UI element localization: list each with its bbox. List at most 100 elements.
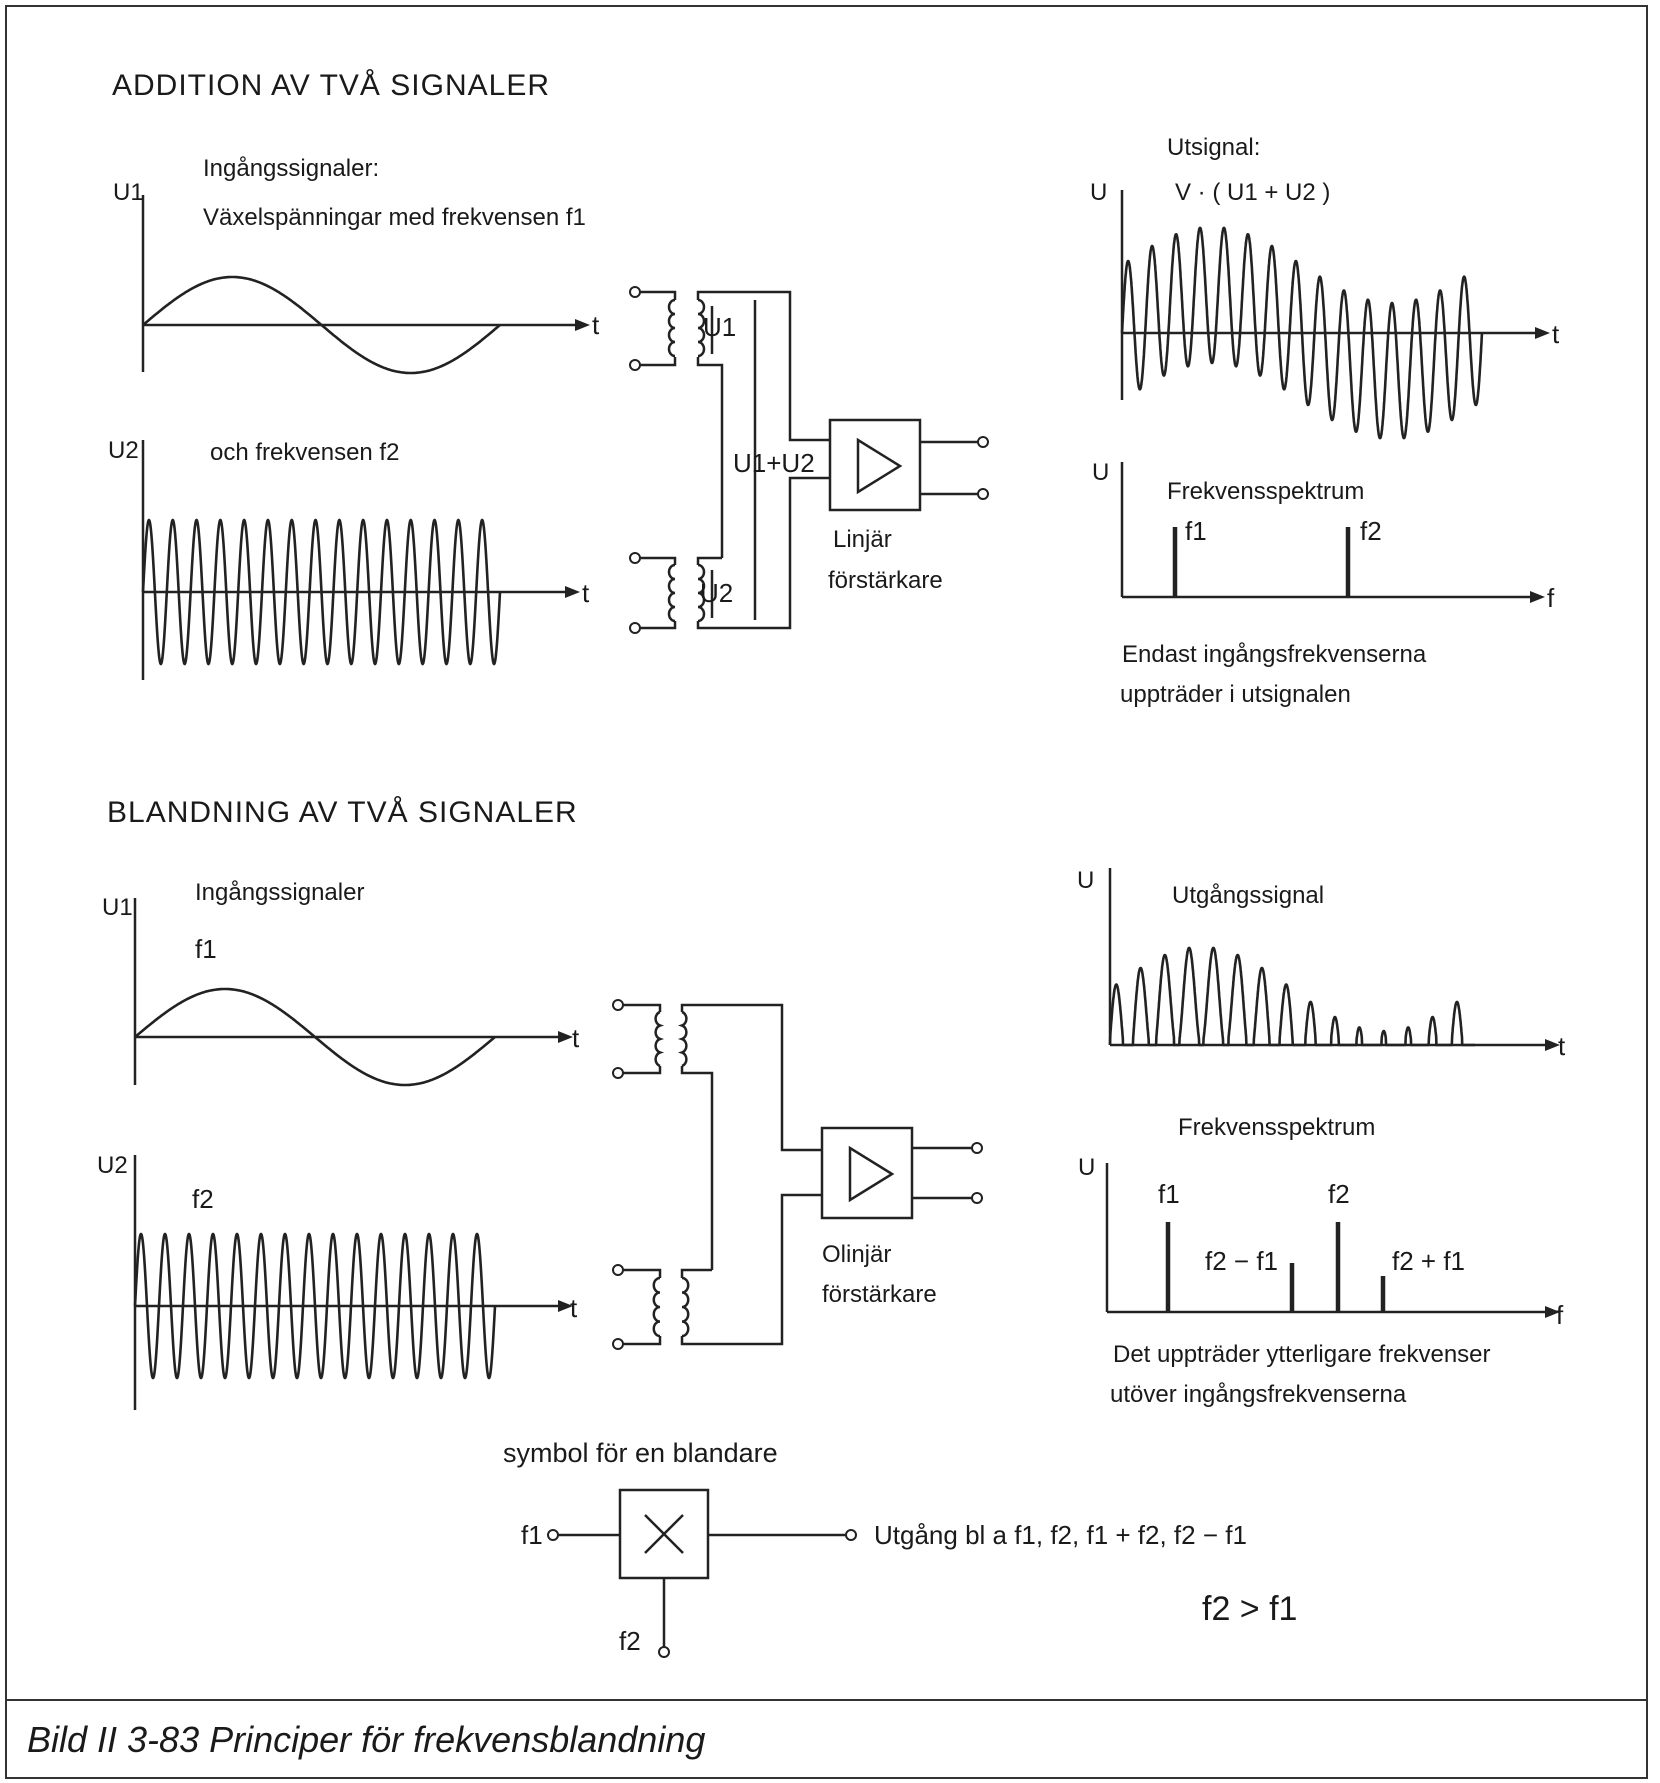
- output-terminal: [971, 1192, 983, 1204]
- output-heading: Utgångssignal: [1172, 882, 1324, 909]
- amplifier-label: Linjär: [833, 526, 892, 553]
- mixer-input2-label: f2: [619, 1626, 641, 1656]
- wire: [696, 357, 724, 558]
- u1-axis-label: U1: [113, 179, 144, 206]
- f2-label: f2: [192, 1184, 214, 1214]
- fast-wave-f2: [133, 1232, 497, 1380]
- output-sum-wave: [1120, 226, 1484, 440]
- note-line: utöver ingångsfrekvenserna: [1110, 1381, 1407, 1408]
- input-terminal: [612, 1264, 624, 1276]
- spectrum-label-f2-plus-f1: f2 + f1: [1392, 1246, 1465, 1276]
- wire: [623, 1066, 662, 1075]
- mixing-input1-graph: U1 Ingångssignaler f1 t: [102, 879, 580, 1087]
- mixer-input1-label: f1: [521, 1520, 543, 1550]
- sum-label: U1+U2: [733, 448, 815, 478]
- input2-description: och frekvensen f2: [210, 439, 399, 466]
- mixer-cross-icon: [644, 1514, 684, 1554]
- time-arrow-icon: [575, 319, 590, 331]
- time-arrow-icon: [565, 586, 580, 598]
- fast-wave-f2: [141, 518, 502, 666]
- wire: [680, 1003, 822, 1152]
- figure-frame: [5, 5, 1648, 1779]
- wire: [696, 476, 830, 630]
- freq-arrow-icon: [1545, 1306, 1560, 1318]
- u-axis-label: U: [1090, 179, 1107, 206]
- addition-output-graph: U Utsignal: V · ( U1 + U2 ) t: [1090, 134, 1560, 440]
- wire: [623, 1003, 662, 1012]
- transformer1-label: U1: [703, 312, 736, 342]
- output-rectified-wave: [1108, 946, 1476, 1047]
- spectrum-heading: Frekvensspektrum: [1167, 478, 1364, 505]
- nonlinear-amplifier-box: [820, 1126, 914, 1220]
- amplifier-label: förstärkare: [828, 567, 943, 594]
- transformer-primary-coil: [654, 1010, 665, 1068]
- wire: [640, 621, 677, 630]
- mixer-output-label: Utgång bl a f1, f2, f1 + f2, f2 − f1: [874, 1520, 1247, 1550]
- transformer-primary-coil: [667, 563, 676, 623]
- transformer-secondary-coil: [697, 298, 706, 358]
- inputs-heading: Ingångssignaler:: [203, 155, 379, 182]
- mixing-input2-graph: U2 f2 t: [97, 1152, 578, 1410]
- time-label: t: [1552, 319, 1560, 349]
- u1-axis-label: U1: [102, 894, 133, 921]
- spectrum-label-f1: f1: [1185, 516, 1207, 546]
- mixing-title: BLANDNING AV TVÅ SIGNALER: [107, 796, 578, 829]
- u-axis-label: U: [1077, 867, 1094, 894]
- amplifier-label: Olinjär: [822, 1241, 891, 1268]
- transformer2-label: U2: [700, 578, 733, 608]
- mixer-output-terminal: [845, 1529, 857, 1541]
- mixer-input2-terminal: [658, 1646, 670, 1658]
- addition-input2-graph: U2 och frekvensen f2 t: [108, 437, 590, 680]
- time-label: t: [572, 1023, 580, 1053]
- wire: [696, 556, 722, 565]
- amplifier-triangle-icon: [848, 1145, 895, 1203]
- input-terminal: [629, 552, 641, 564]
- spectrum-heading: Frekvensspektrum: [1178, 1114, 1375, 1141]
- sine-wave-f1: [142, 275, 501, 375]
- transformer-secondary-coil: [697, 563, 706, 623]
- note-line: Det uppträder ytterligare frekvenser: [1113, 1341, 1491, 1368]
- output-formula: V · ( U1 + U2 ): [1175, 179, 1330, 206]
- transformer-secondary-coil: [681, 1276, 690, 1338]
- output-terminal: [977, 436, 989, 448]
- wire: [640, 290, 677, 300]
- mixing-spectrum-graph: Frekvensspektrum U f1 f2 − f1 f2 f2 + f1…: [1078, 1114, 1564, 1408]
- time-label: t: [1558, 1031, 1566, 1061]
- inputs-heading: Ingångssignaler: [195, 879, 364, 906]
- note-line: uppträder i utsignalen: [1120, 681, 1351, 708]
- freq-label: f: [1556, 1300, 1564, 1330]
- linear-amplifier-box: [828, 418, 922, 512]
- mixer-symbol-heading: symbol för en blandare: [503, 1438, 778, 1468]
- input-terminal: [629, 286, 641, 298]
- sine-wave-f1: [134, 987, 496, 1087]
- mixer-symbol-section: symbol för en blandare f1 Utgång bl a f1…: [503, 1438, 1297, 1658]
- mixing-output-graph: U Utgångssignal t: [1077, 867, 1566, 1061]
- input-terminal: [612, 1338, 624, 1350]
- input-terminal: [629, 622, 641, 634]
- f1-label: f1: [195, 934, 217, 964]
- addition-title: ADDITION AV TVÅ SIGNALER: [112, 69, 550, 102]
- wire: [696, 290, 830, 442]
- figure-caption: Bild II 3-83 Principer för frekvensbland…: [27, 1719, 705, 1760]
- wire: [680, 1193, 822, 1346]
- mixing-circuit: Olinjär förstärkare: [612, 999, 983, 1350]
- addition-input1-graph: U1 Ingångssignaler: Växelspänningar med …: [113, 155, 600, 375]
- u2-axis-label: U2: [108, 437, 139, 464]
- spectrum-label-f2: f2: [1328, 1179, 1350, 1209]
- output-terminal: [971, 1142, 983, 1154]
- amplifier-label: förstärkare: [822, 1281, 937, 1308]
- spectrum-label-f2-minus-f1: f2 − f1: [1205, 1246, 1278, 1276]
- spectrum-label-f1: f1: [1158, 1179, 1180, 1209]
- input-terminal: [612, 999, 624, 1011]
- addition-circuit: U1 U2 U1+U2 Linjär förstärkare: [629, 286, 989, 634]
- spectrum-label-f2: f2: [1360, 516, 1382, 546]
- wire: [623, 1336, 662, 1346]
- time-label: t: [582, 578, 590, 608]
- frequency-condition: f2 > f1: [1202, 1590, 1297, 1628]
- u-axis-label: U: [1078, 1154, 1095, 1181]
- time-arrow-icon: [558, 1031, 573, 1043]
- wire: [623, 1268, 662, 1278]
- note-line: Endast ingångsfrekvenserna: [1122, 641, 1427, 668]
- mixer-input1-terminal: [547, 1529, 559, 1541]
